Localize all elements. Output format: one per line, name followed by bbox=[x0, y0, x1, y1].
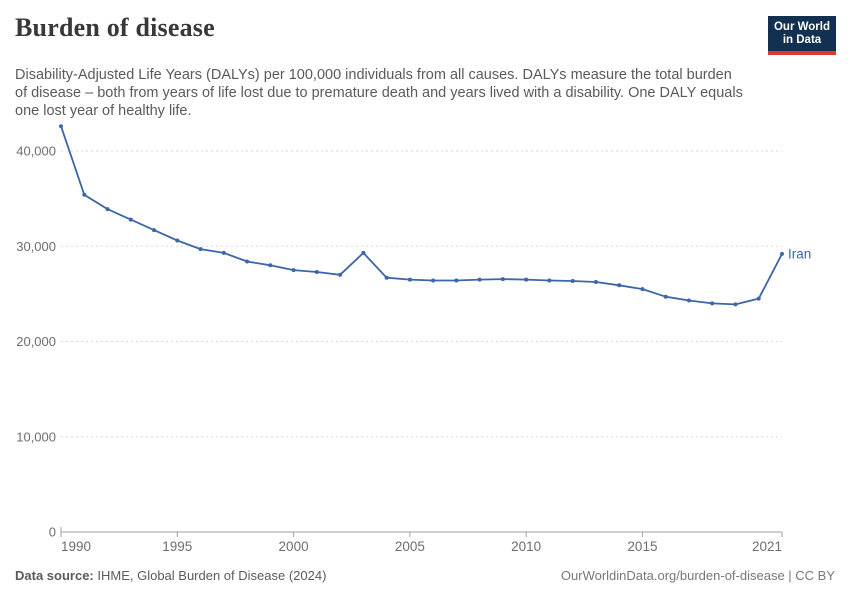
x-tick-label: 2021 bbox=[752, 539, 782, 554]
data-point[interactable] bbox=[617, 283, 622, 288]
data-point[interactable] bbox=[198, 247, 203, 252]
chart-subtitle: Disability-Adjusted Life Years (DALYs) p… bbox=[15, 66, 743, 119]
data-point[interactable] bbox=[268, 263, 273, 268]
data-point[interactable] bbox=[756, 296, 761, 301]
data-point[interactable] bbox=[593, 280, 598, 284]
data-point[interactable] bbox=[663, 294, 668, 299]
chart-footer: Data source: IHME, Global Burden of Dise… bbox=[15, 568, 835, 583]
data-point[interactable] bbox=[338, 272, 343, 277]
data-point[interactable] bbox=[640, 287, 645, 292]
data-point[interactable] bbox=[291, 268, 296, 273]
data-point[interactable] bbox=[407, 277, 412, 282]
y-tick-label: 10,000 bbox=[16, 429, 56, 444]
data-point[interactable] bbox=[710, 301, 715, 306]
credit-link[interactable]: OurWorldinData.org/burden-of-disease | C… bbox=[560, 568, 835, 583]
data-point[interactable] bbox=[547, 278, 552, 283]
x-tick-label: 2005 bbox=[395, 539, 425, 554]
x-tick-label: 1995 bbox=[162, 539, 192, 554]
owid-logo-red-bar bbox=[768, 51, 836, 55]
data-point[interactable] bbox=[361, 250, 366, 255]
data-point[interactable] bbox=[128, 217, 133, 222]
owid-logo-text: Our World in Data bbox=[768, 16, 836, 51]
data-point[interactable] bbox=[175, 238, 180, 243]
data-point[interactable] bbox=[431, 278, 436, 283]
owid-logo[interactable]: Our World in Data bbox=[768, 16, 836, 55]
entity-label[interactable]: Iran bbox=[788, 246, 811, 261]
data-point[interactable] bbox=[570, 279, 575, 283]
data-point[interactable] bbox=[105, 207, 110, 212]
data-point[interactable] bbox=[245, 259, 250, 264]
data-point[interactable] bbox=[314, 270, 319, 274]
data-point[interactable] bbox=[82, 192, 87, 197]
data-source-text: IHME, Global Burden of Disease (2024) bbox=[93, 568, 327, 583]
x-tick-label: 1990 bbox=[61, 539, 91, 554]
owid-logo-line1: Our World bbox=[773, 21, 830, 33]
x-tick-label: 2000 bbox=[279, 539, 309, 554]
data-point[interactable] bbox=[59, 124, 63, 129]
data-point[interactable] bbox=[152, 228, 156, 233]
data-point[interactable] bbox=[524, 277, 529, 282]
data-point[interactable] bbox=[780, 251, 784, 256]
x-tick-label: 2015 bbox=[627, 539, 657, 554]
owid-logo-line2: in Data bbox=[782, 34, 822, 46]
y-tick-label: 40,000 bbox=[16, 144, 56, 159]
data-point[interactable] bbox=[477, 277, 482, 282]
y-tick-label: 30,000 bbox=[16, 239, 56, 254]
page-title: Burden of disease bbox=[15, 13, 215, 42]
data-point[interactable] bbox=[733, 302, 738, 307]
y-tick-label: 0 bbox=[49, 525, 56, 540]
data-point[interactable] bbox=[221, 250, 226, 255]
y-tick-label: 20,000 bbox=[16, 334, 56, 349]
data-point[interactable] bbox=[454, 278, 459, 283]
data-source: Data source: IHME, Global Burden of Dise… bbox=[15, 568, 326, 583]
trend-line[interactable] bbox=[60, 125, 783, 306]
data-point[interactable] bbox=[500, 277, 505, 282]
data-point[interactable] bbox=[687, 298, 691, 303]
data-point[interactable] bbox=[384, 275, 389, 280]
x-tick-label: 2010 bbox=[511, 539, 541, 554]
data-source-label: Data source: bbox=[15, 568, 94, 583]
